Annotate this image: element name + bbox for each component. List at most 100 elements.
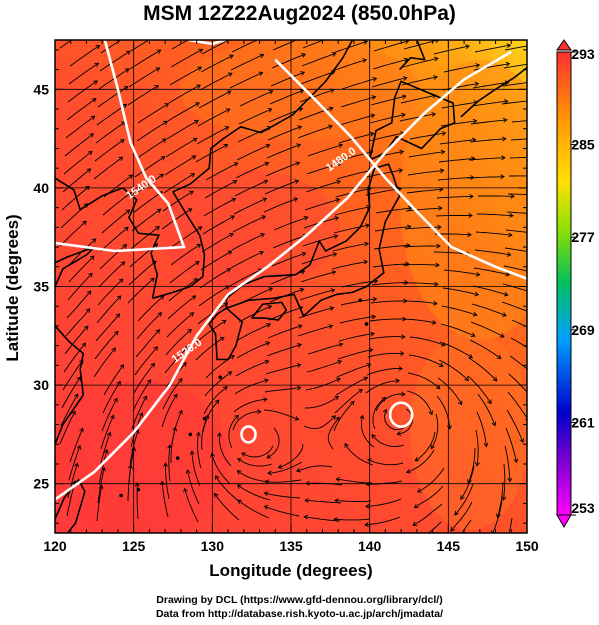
- streamline-arrow: [401, 334, 406, 340]
- streamline-arrow: [241, 452, 247, 457]
- streamline: [99, 50, 131, 72]
- streamline-arrow: [468, 213, 473, 218]
- streamline-arrow: [296, 385, 302, 391]
- coast-japan-hokkaido: [368, 80, 456, 162]
- streamline: [134, 346, 158, 376]
- streamline-arrow: [499, 333, 505, 338]
- streamline: [503, 63, 527, 69]
- streamline: [163, 173, 195, 194]
- colorbar-tick-label-285: 285: [571, 137, 595, 153]
- streamline-arrow: [158, 32, 162, 36]
- streamline: [340, 298, 377, 306]
- streamline: [334, 389, 363, 414]
- streamline-arrow: [363, 40, 368, 45]
- streamline: [467, 375, 492, 404]
- streamline: [304, 516, 341, 522]
- streamline-arrow: [116, 380, 121, 386]
- streamline: [129, 49, 161, 70]
- streamline: [301, 253, 337, 265]
- streamline: [296, 465, 333, 472]
- streamline: [127, 85, 159, 106]
- streamline-arrow: [299, 89, 305, 94]
- streamline-arrow: [433, 300, 438, 306]
- streamline: [265, 364, 301, 375]
- streamline-arrow: [178, 377, 183, 383]
- streamline-arrow: [89, 133, 95, 138]
- streamline: [412, 503, 443, 526]
- streamline: [236, 144, 270, 161]
- streamline: [214, 493, 240, 521]
- streamline: [405, 207, 442, 212]
- streamline-arrow: [536, 61, 540, 65]
- coast-china-south: [55, 246, 95, 287]
- streamline-arrow: [491, 421, 497, 427]
- streamline: [417, 467, 445, 493]
- streamline: [475, 429, 479, 466]
- streamline-arrow: [198, 48, 204, 54]
- streamline-arrow: [474, 81, 480, 87]
- coast-taiwan: [55, 478, 86, 533]
- streamline-arrow: [182, 361, 187, 367]
- streamline-arrow: [540, 332, 544, 336]
- streamline-arrow: [538, 232, 542, 236]
- streamline-arrow: [299, 287, 305, 293]
- streamline: [438, 158, 475, 163]
- streamline: [305, 180, 341, 193]
- streamline: [301, 52, 336, 67]
- streamline-arrow: [197, 66, 203, 71]
- streamline: [370, 95, 407, 106]
- streamline: [441, 305, 477, 316]
- streamline: [59, 411, 76, 445]
- streamline-arrow: [414, 457, 420, 462]
- streamline: [266, 343, 302, 357]
- streamline-arrow: [500, 174, 505, 180]
- coastlines: [55, 40, 527, 533]
- streamline: [372, 263, 409, 268]
- streamline-arrow: [363, 376, 369, 382]
- streamline: [271, 53, 306, 69]
- streamline-arrow: [402, 76, 408, 81]
- streamline: [164, 155, 196, 176]
- streamline-arrow: [187, 208, 193, 213]
- streamline: [198, 90, 232, 109]
- streamline-arrow: [509, 213, 514, 218]
- streamline-arrow: [264, 479, 269, 485]
- streamline-arrow: [543, 155, 547, 159]
- streamline: [333, 224, 370, 234]
- streamline-arrow: [441, 131, 447, 136]
- streamline-arrow: [192, 137, 198, 143]
- streamline-arrow: [172, 426, 178, 432]
- streamline: [69, 45, 100, 67]
- streamline-arrow: [337, 161, 343, 167]
- streamline-arrow: [297, 324, 303, 329]
- streamline-arrow: [337, 359, 343, 365]
- colorbar-tick-label-261: 261: [571, 414, 595, 430]
- streamline: [61, 376, 81, 409]
- streamline: [375, 207, 412, 214]
- streamline-arrow: [330, 288, 336, 293]
- streamline: [384, 409, 406, 431]
- streamline: [297, 125, 333, 139]
- streamline-arrow: [454, 510, 459, 516]
- streamline: [231, 40, 259, 53]
- streamline-arrow: [122, 103, 128, 109]
- streamline-arrow: [372, 76, 378, 82]
- streamline: [472, 81, 509, 89]
- streamline-arrow: [405, 261, 410, 267]
- streamline: [336, 169, 373, 180]
- streamline-arrow: [119, 139, 125, 144]
- streamline-arrow: [297, 343, 302, 348]
- streamline-arrow: [266, 454, 272, 459]
- streamline-arrow: [542, 174, 546, 178]
- streamline: [102, 381, 121, 414]
- streamline-arrow: [73, 393, 79, 399]
- streamline-arrow: [277, 464, 283, 469]
- streamline: [492, 499, 503, 533]
- colorbar-tick-label-277: 277: [571, 229, 595, 245]
- colorbar-scale: [556, 51, 572, 516]
- streamline-arrow: [226, 268, 232, 273]
- streamline-arrow: [294, 179, 300, 184]
- streamline-arrow: [155, 67, 161, 72]
- streamline: [414, 431, 436, 462]
- streamline-arrow: [110, 414, 115, 420]
